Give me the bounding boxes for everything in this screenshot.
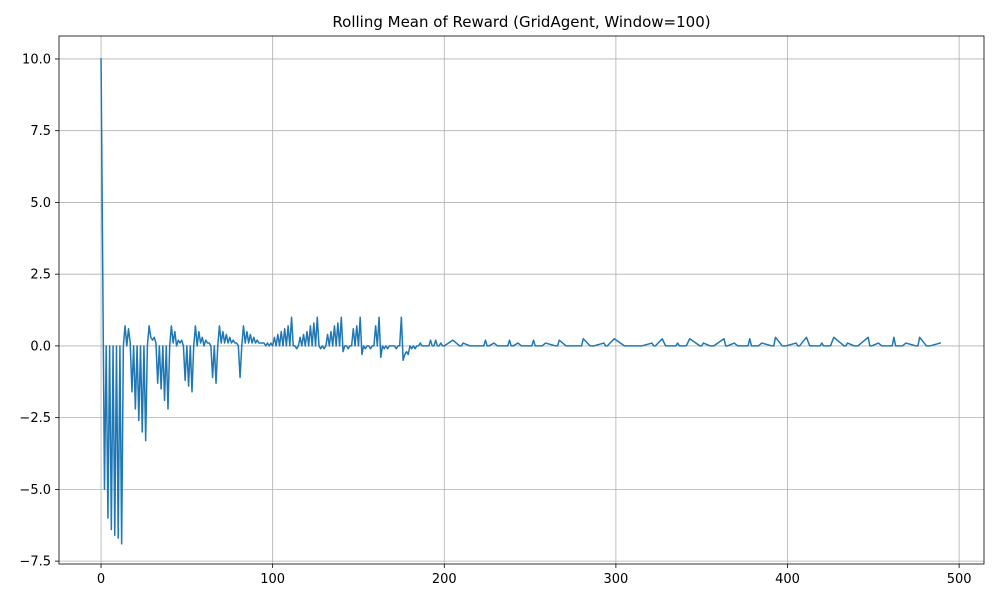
y-tick-label-2: −2.5 bbox=[19, 411, 51, 426]
y-tick-label-6: 7.5 bbox=[30, 124, 51, 139]
x-tick-label-5: 500 bbox=[947, 572, 972, 587]
x-tick-label-1: 100 bbox=[260, 572, 285, 587]
chart-title: Rolling Mean of Reward (GridAgent, Windo… bbox=[332, 13, 710, 31]
x-tick-label-3: 300 bbox=[603, 572, 628, 587]
y-tick-label-0: −7.5 bbox=[19, 555, 51, 570]
x-tick-labels: 0 100 200 300 400 500 bbox=[97, 572, 972, 587]
series-layer bbox=[100, 58, 942, 545]
y-tick-label-1: −5.0 bbox=[19, 483, 51, 498]
x-tick-label-4: 400 bbox=[775, 572, 800, 587]
x-tick-label-0: 0 bbox=[97, 572, 105, 587]
y-tick-labels: −7.5 −5.0 −2.5 0.0 2.5 5.0 7.5 10.0 bbox=[19, 52, 51, 569]
y-tick-label-4: 2.5 bbox=[30, 268, 51, 283]
y-tick-label-3: 0.0 bbox=[30, 339, 51, 354]
y-tick-label-7: 10.0 bbox=[22, 52, 51, 67]
x-tick-label-2: 200 bbox=[432, 572, 457, 587]
plot-border bbox=[58, 35, 985, 565]
y-tick-label-5: 5.0 bbox=[30, 196, 51, 211]
series-line-0 bbox=[100, 58, 942, 545]
tick-marks bbox=[55, 58, 960, 568]
plot-frame bbox=[58, 35, 985, 565]
